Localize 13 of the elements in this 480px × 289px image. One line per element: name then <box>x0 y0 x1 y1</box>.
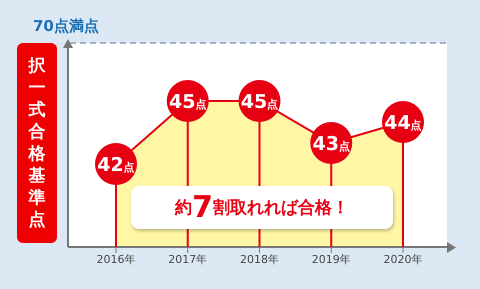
y-axis-title: 択一式合格基準点 <box>28 55 46 231</box>
x-tick-label: 2018年 <box>240 252 279 266</box>
x-tick-label: 2020年 <box>384 252 422 266</box>
x-tick-label: 2016年 <box>96 252 136 266</box>
x-tick-label: 2019年 <box>312 252 351 266</box>
data-label: 43点 <box>312 133 350 155</box>
data-label: 45点 <box>169 91 206 113</box>
data-label: 44点 <box>384 112 422 134</box>
x-tick-label: 2017年 <box>168 252 208 266</box>
data-label: 45点 <box>240 91 278 113</box>
text: 70点満点 <box>33 17 99 36</box>
data-label: 42点 <box>97 154 135 176</box>
annotation: 約7割取れれば合格！ <box>175 190 349 225</box>
